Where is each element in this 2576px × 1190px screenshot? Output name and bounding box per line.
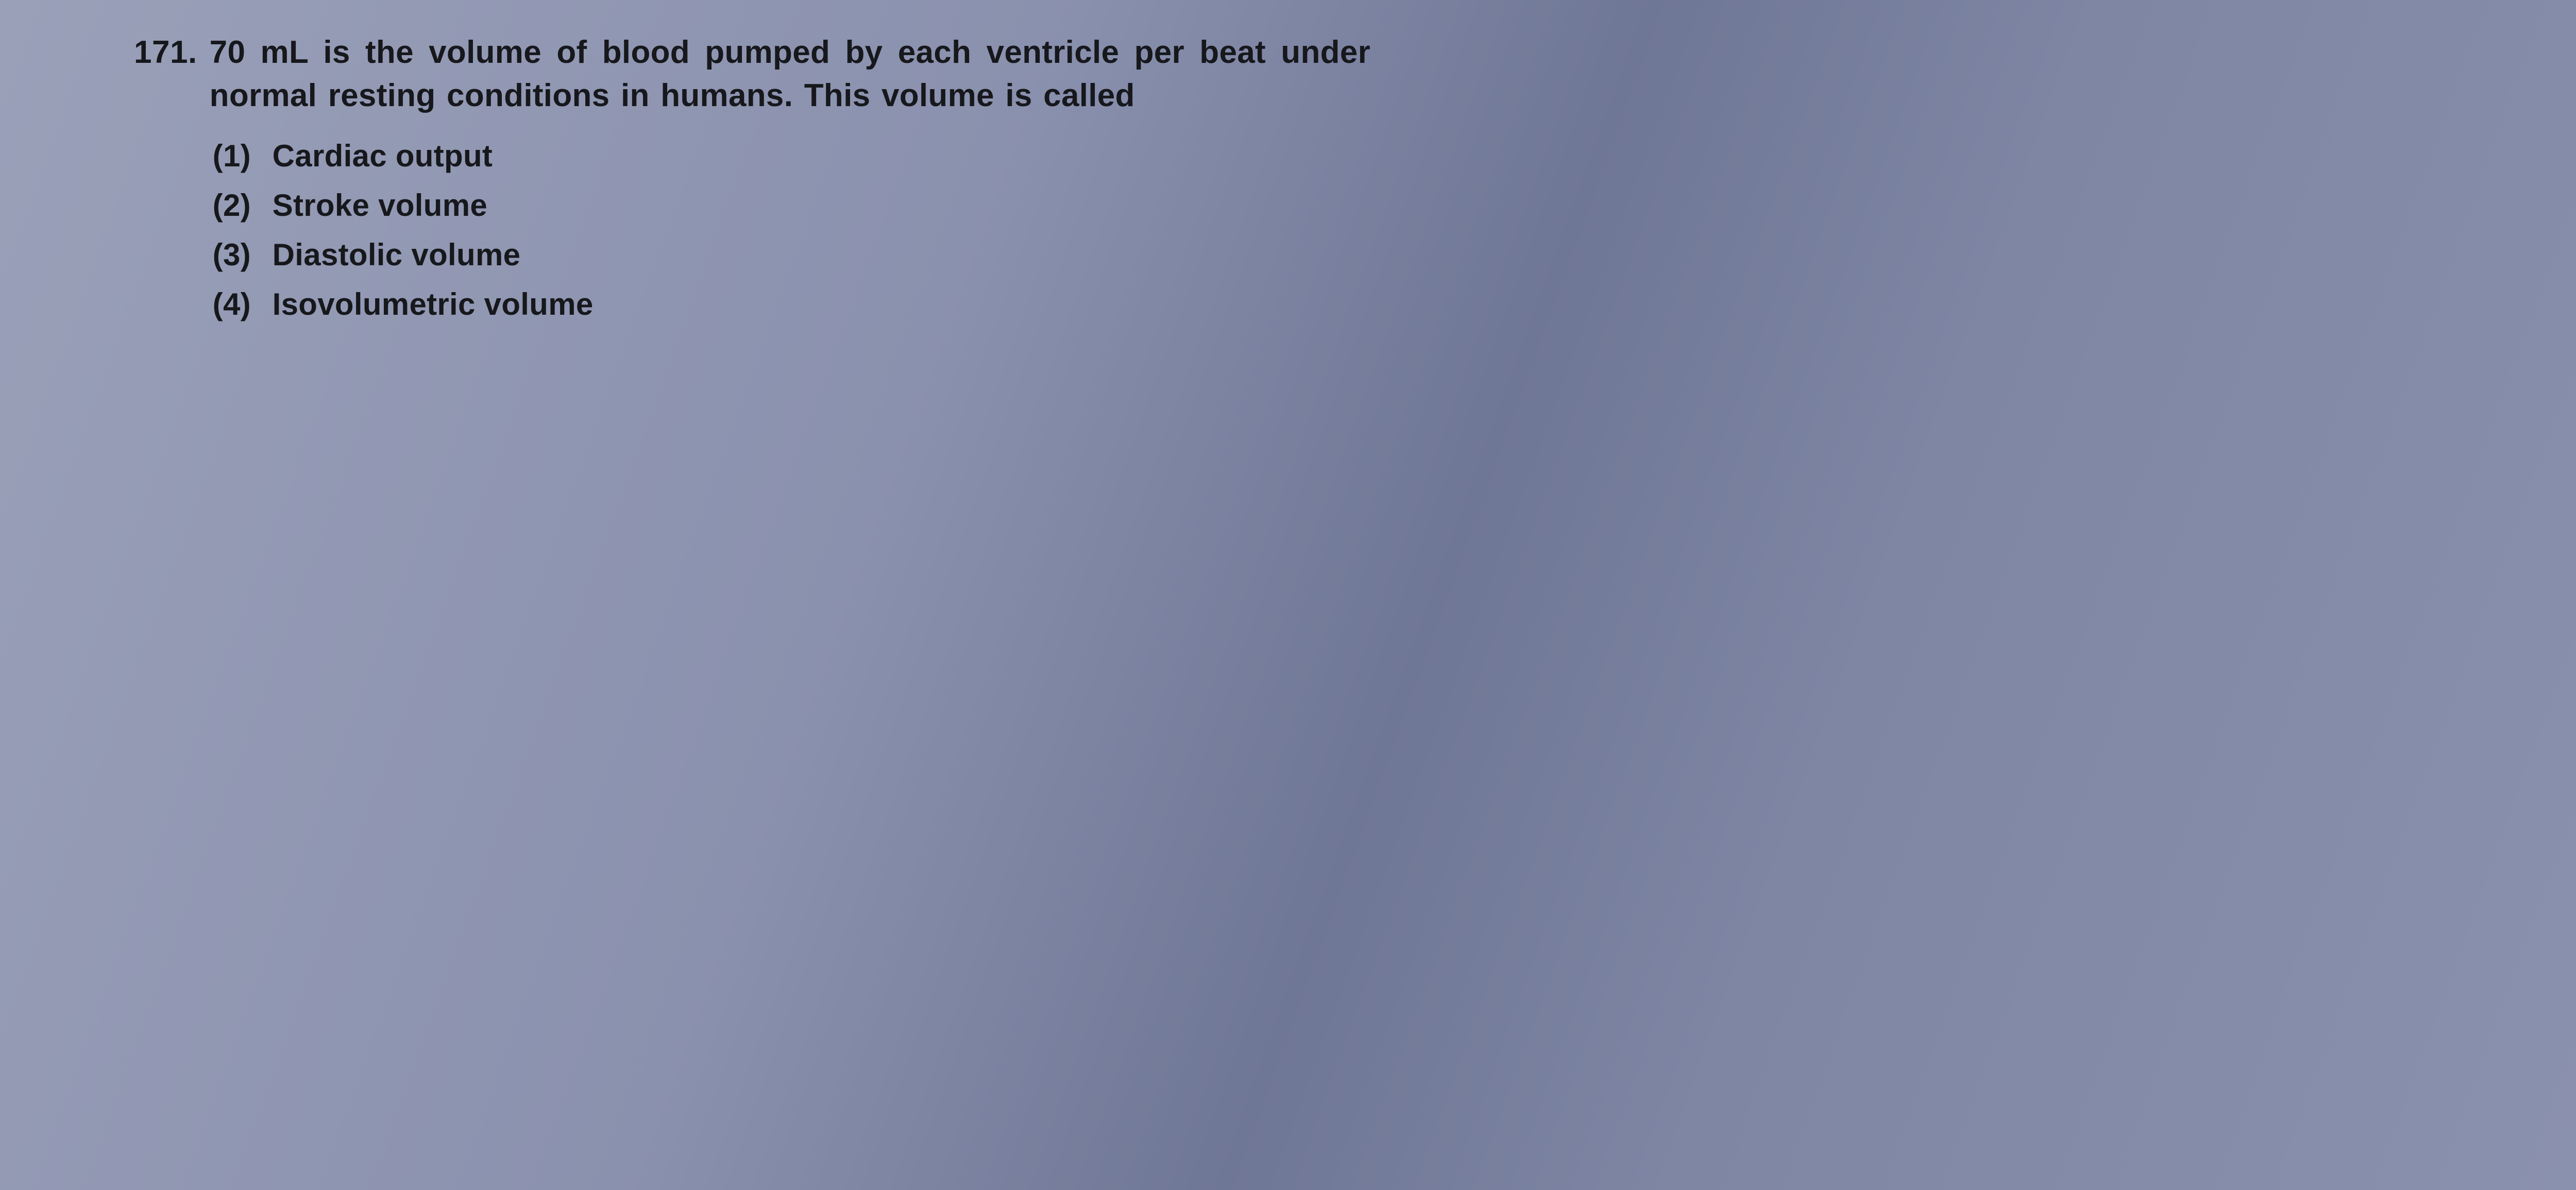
option-marker: (2) <box>213 181 259 230</box>
option-4: (4) Isovolumetric volume <box>213 280 1370 329</box>
question-text: 70 mL is the volume of blood pumped by e… <box>210 31 1370 117</box>
question-number: 171. <box>134 31 197 74</box>
option-label: Isovolumetric volume <box>273 280 594 329</box>
question-page: 171. 70 mL is the volume of blood pumped… <box>0 0 1432 391</box>
option-3: (3) Diastolic volume <box>213 230 1370 280</box>
option-1: (1) Cardiac output <box>213 131 1370 181</box>
option-label: Diastolic volume <box>273 230 521 280</box>
option-marker: (4) <box>213 280 259 329</box>
options-list: (1) Cardiac output (2) Stroke volume (3)… <box>210 131 1370 329</box>
option-label: Cardiac output <box>273 131 493 181</box>
option-2: (2) Stroke volume <box>213 181 1370 230</box>
option-marker: (1) <box>213 131 259 181</box>
question-body: 70 mL is the volume of blood pumped by e… <box>210 31 1370 329</box>
option-marker: (3) <box>213 230 259 280</box>
question-row: 171. 70 mL is the volume of blood pumped… <box>134 31 1370 329</box>
option-label: Stroke volume <box>273 181 487 230</box>
